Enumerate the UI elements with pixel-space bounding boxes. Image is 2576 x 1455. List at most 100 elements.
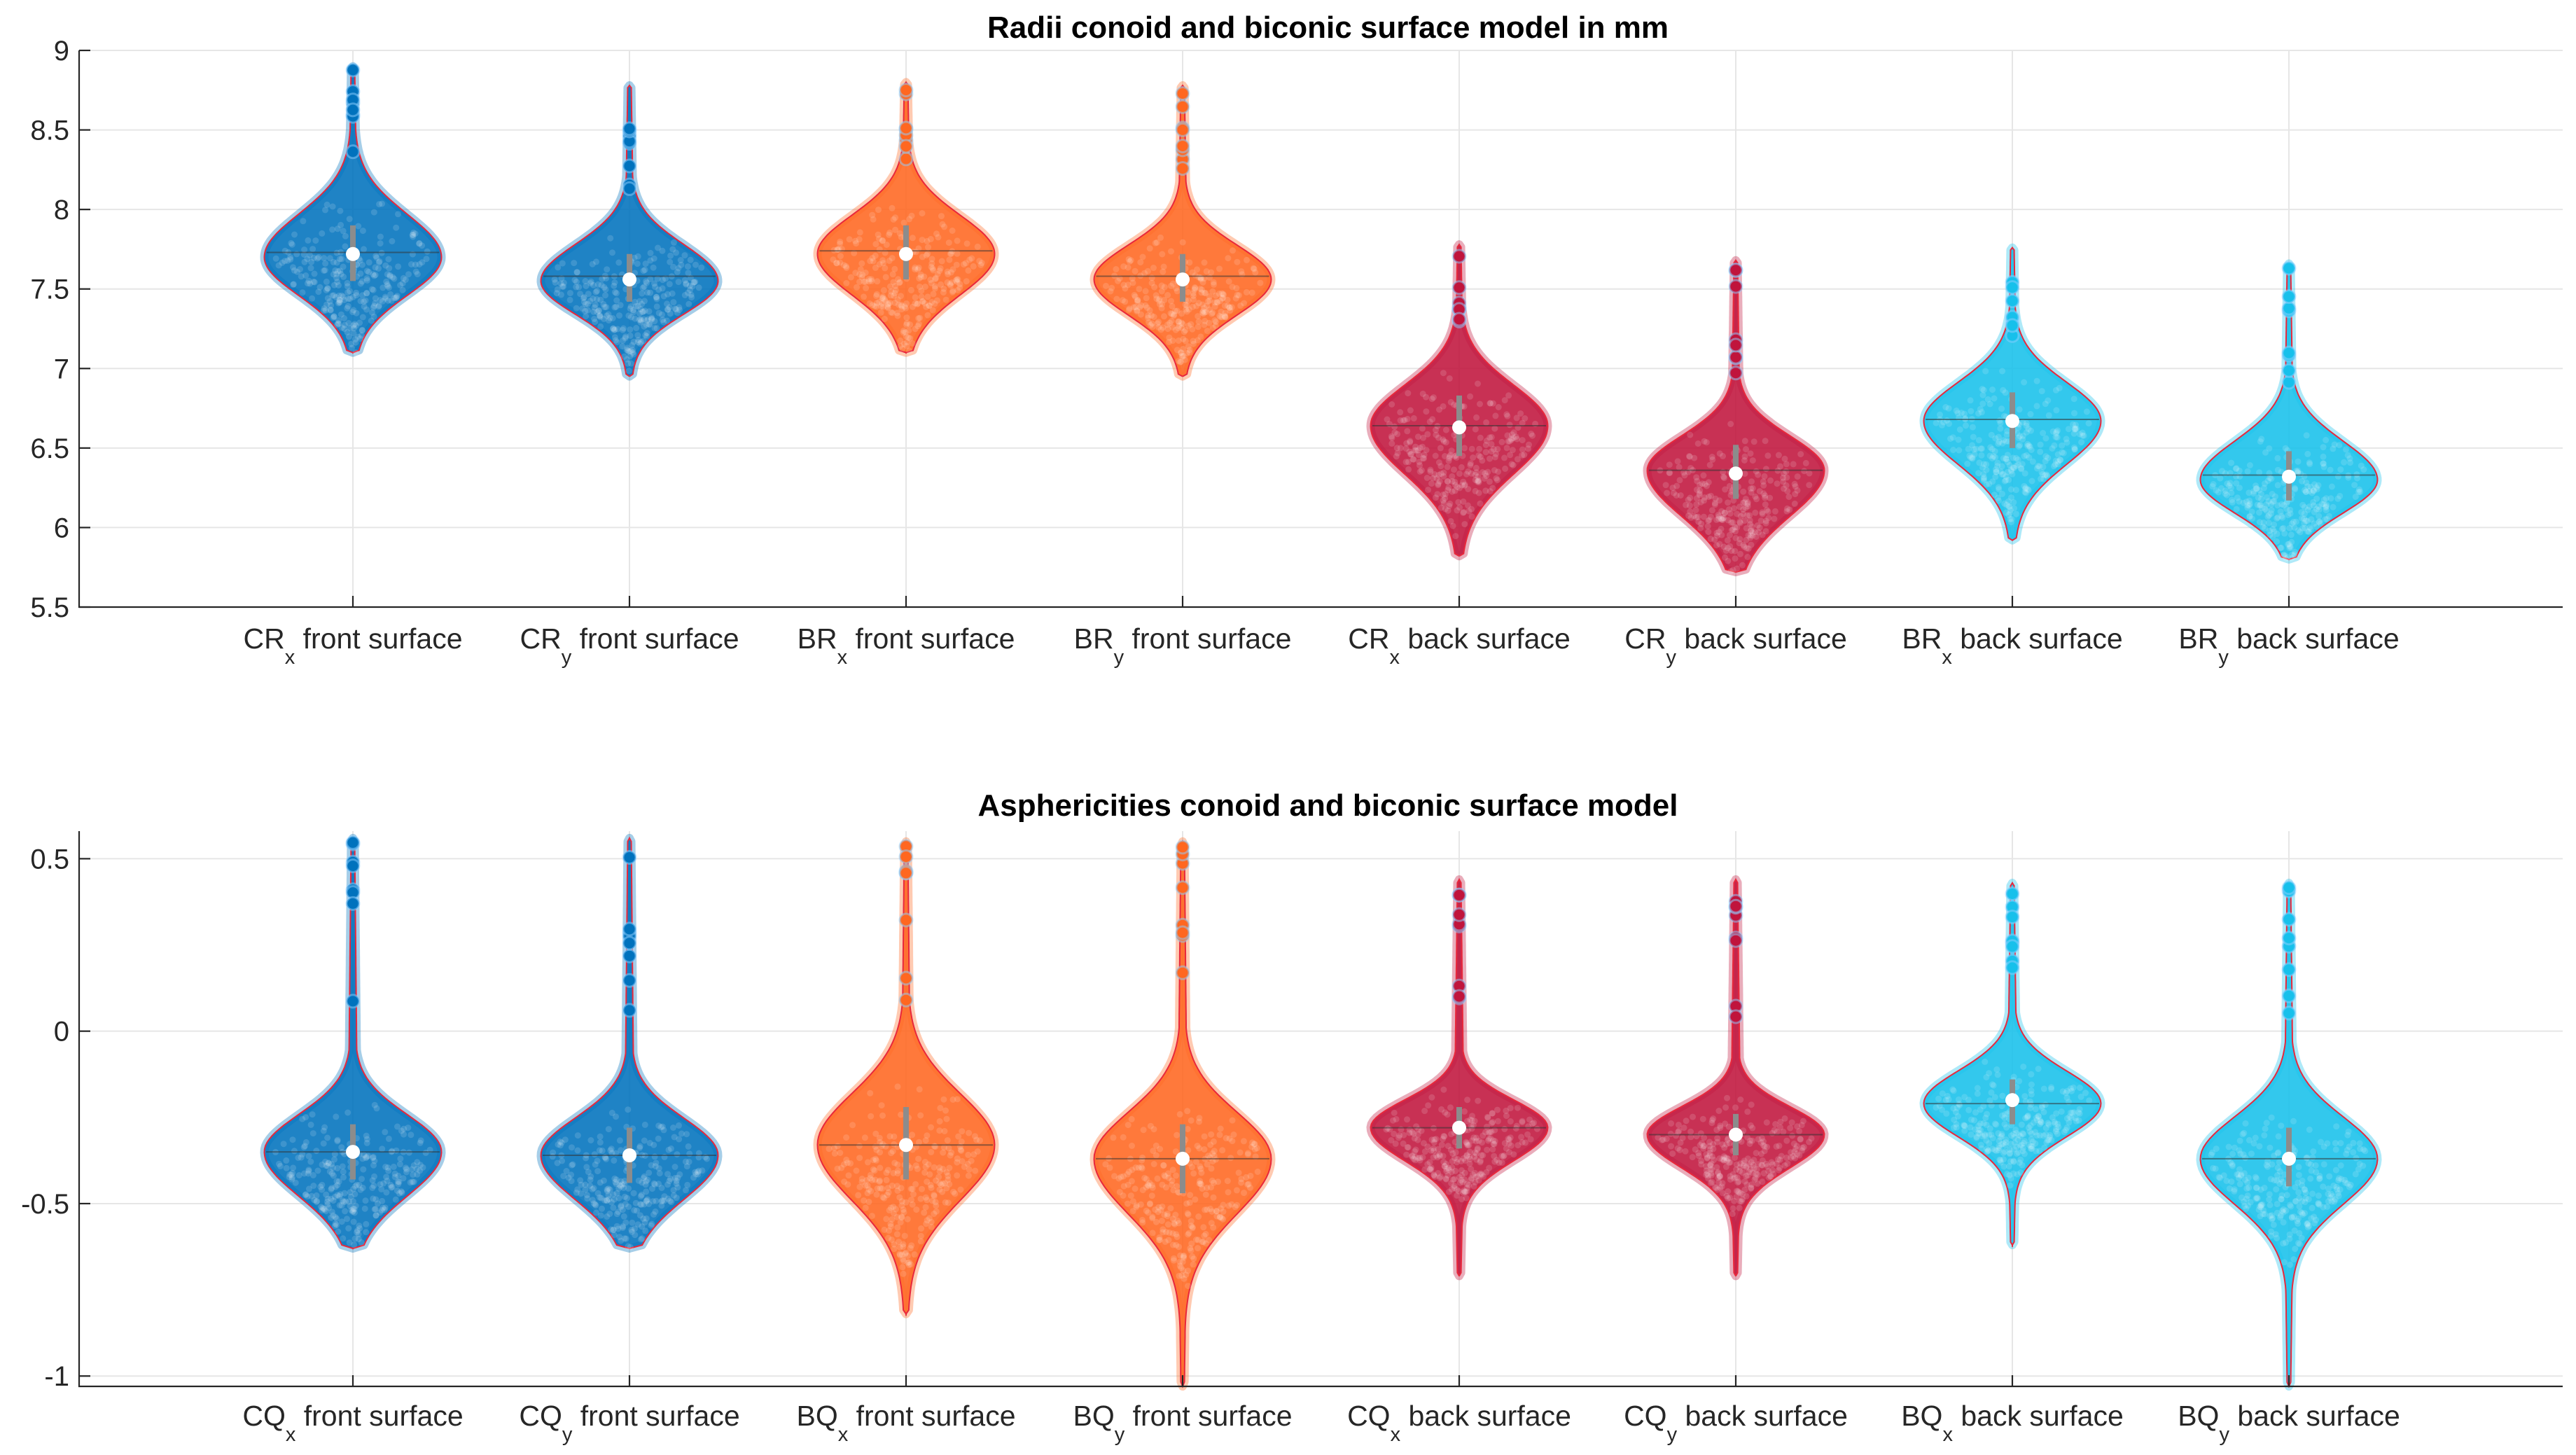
data-point [1456,1179,1463,1186]
data-point [1488,1120,1495,1127]
data-point [1218,290,1225,297]
data-point [2347,1181,2354,1188]
data-point [1734,1174,1741,1181]
data-point [1739,1169,1746,1176]
data-point [2013,1150,2020,1157]
data-point [2281,551,2288,558]
data-point [1708,1120,1715,1127]
data-point [1939,1090,1946,1097]
median-marker [2282,1151,2296,1166]
data-point [900,1270,907,1277]
data-point [1749,532,1756,539]
data-point [2229,1162,2236,1169]
data-point [643,279,650,286]
data-point [2010,1158,2017,1165]
data-point [1210,1138,1217,1145]
data-point [1945,1096,1952,1103]
data-point [1132,293,1139,300]
data-point [1507,1105,1514,1112]
data-point [687,286,693,293]
data-point [1435,1170,1442,1176]
data-point [1442,506,1449,513]
data-point [1732,524,1739,531]
data-point [582,307,589,314]
data-point [1166,339,1172,345]
data-point [1996,1145,2003,1151]
data-point [1780,1128,1787,1135]
data-point [1393,1115,1400,1122]
data-point [865,276,872,283]
data-point [2316,518,2323,525]
data-point [683,281,690,288]
outlier-point [1728,933,1743,948]
data-point [354,1227,361,1234]
data-point [842,263,849,270]
data-point [1238,1179,1245,1186]
data-point [653,1197,660,1204]
data-point [650,264,657,271]
data-point [1411,447,1418,454]
data-point [2044,1137,2051,1143]
data-point [2345,1128,2352,1135]
data-point [378,1185,385,1192]
data-point [2274,515,2281,522]
violin-group [1366,875,1552,1281]
data-point [1493,475,1500,482]
data-point [1800,1118,1806,1125]
data-point [2290,518,2297,525]
data-point [598,281,605,288]
data-point [2306,459,2313,466]
data-point [1397,409,1404,416]
data-point [329,292,336,299]
data-point [1168,318,1175,324]
data-point [1477,434,1484,441]
data-point [384,281,391,288]
data-point [2223,1178,2230,1184]
data-point [587,1137,594,1143]
data-point [871,1167,878,1174]
data-point [957,1146,964,1153]
data-point [2310,499,2317,506]
data-point [324,1134,331,1141]
data-point [1194,1143,1201,1149]
data-point [2228,1178,2235,1185]
data-point [335,1178,342,1185]
data-point [903,1199,910,1206]
data-point [351,325,357,332]
violin-group [813,78,999,357]
data-point [2002,1111,2009,1118]
data-point [304,280,311,287]
data-point [643,321,650,328]
data-point [608,1199,615,1206]
data-point [1997,419,2004,426]
data-point [325,1160,332,1167]
data-point [375,265,382,272]
data-point [2005,511,2012,518]
outlier-point [1451,887,1467,903]
data-point [2320,501,2327,508]
data-point [938,281,945,288]
data-point [2274,1177,2281,1184]
data-point [1742,496,1749,502]
data-point [562,1136,569,1143]
y-tick-label: 0.5 [30,844,69,875]
data-point [634,302,641,309]
data-point [674,1184,681,1191]
data-point [1405,390,1412,397]
data-point [2240,499,2247,506]
data-point [359,292,366,299]
data-point [554,286,561,293]
data-point [1132,1164,1139,1171]
data-point [582,1181,589,1188]
data-point [330,1197,337,1204]
data-point [289,1136,296,1143]
outlier-point [622,921,637,937]
data-point [1232,295,1239,302]
data-point [2237,1150,2244,1157]
data-point [576,284,583,291]
data-point [641,316,648,323]
data-point [2071,444,2077,451]
data-point [590,308,597,315]
data-point [583,1192,590,1199]
data-point [2298,509,2305,516]
